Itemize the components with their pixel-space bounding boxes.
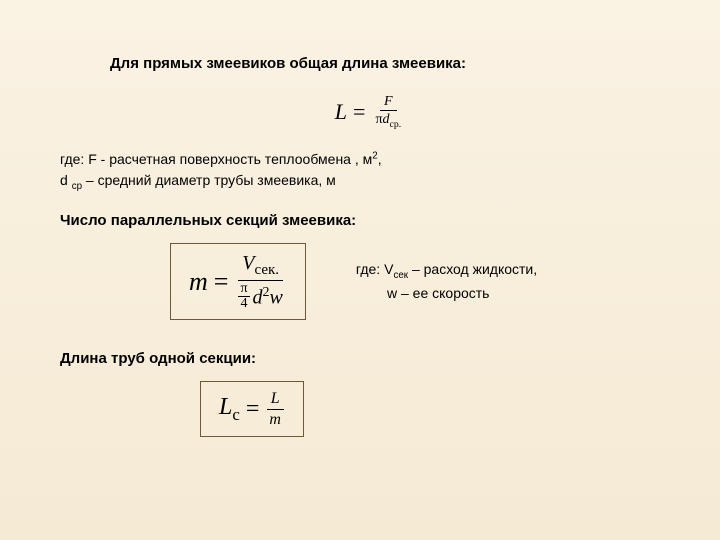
heading-total-length: Для прямых змеевиков общая длина змеевик… xyxy=(110,55,680,72)
formula2-pi: π xyxy=(238,282,249,297)
aside-2: где: Vсек – расход жидкости, w – ее скор… xyxy=(356,259,537,304)
formula1-fraction: F πdср. xyxy=(371,94,405,131)
note1-l2a: d xyxy=(60,172,72,188)
formula2-eq: = xyxy=(214,267,229,297)
formula1-d: d xyxy=(383,112,390,127)
formula2-4: 4 xyxy=(238,297,249,311)
slide-content: Для прямых змеевиков общая длина змеевик… xyxy=(0,0,720,437)
formula2-V: V xyxy=(242,252,254,274)
formula-3-row: Lс = L m xyxy=(200,381,680,437)
formula2-lhs: m xyxy=(189,267,208,297)
formula-2-row: m = Vсек. π 4 d2w где: Vсек – xyxy=(170,243,680,320)
formula1-den: πdср. xyxy=(371,111,405,131)
formula3-eq: = xyxy=(246,396,260,423)
formula3-Lsub: с xyxy=(232,404,239,423)
formula2-den: π 4 d2w xyxy=(234,281,286,311)
formula2-num: Vсек. xyxy=(238,252,283,281)
formula-total-length: L = F πdср. xyxy=(335,94,405,131)
note-1: где: F - расчетная поверхность теплообме… xyxy=(60,149,680,194)
formula3-L: L xyxy=(219,394,232,420)
formula3-den: m xyxy=(265,410,285,429)
heading-sections: Число параллельных секций змеевика: xyxy=(60,212,680,229)
formula2-w: w xyxy=(270,286,283,308)
formula-section-length: Lс = L m xyxy=(219,390,285,428)
formula2-d: d xyxy=(253,286,263,308)
formula1-num: F xyxy=(380,94,397,111)
note1-l1a: где: F - расчетная поверхность теплообме… xyxy=(60,151,372,167)
formula2-fraction: Vсек. π 4 d2w xyxy=(234,252,286,311)
formula2-sup: 2 xyxy=(263,285,270,300)
formula1-eq: = xyxy=(353,99,365,125)
aside2-l1b: – расход жидкости, xyxy=(408,261,537,277)
aside2-l2: w – ее скорость xyxy=(356,285,490,301)
formula3-fraction: L m xyxy=(265,390,285,428)
formula-3-box: Lс = L m xyxy=(200,381,304,437)
formula1-pi: π xyxy=(375,112,382,127)
formula1-lhs: L xyxy=(335,99,347,125)
formula-sections: m = Vсек. π 4 d2w xyxy=(189,252,287,311)
formula1-sub: ср. xyxy=(390,119,402,130)
note1-l1b: , xyxy=(378,151,382,167)
heading-section-length: Длина труб одной секции: xyxy=(60,350,680,367)
formula-1-row: L = F πdср. xyxy=(60,94,680,131)
formula2-pi4: π 4 xyxy=(238,282,249,311)
aside2-l1a: где: V xyxy=(356,261,394,277)
note1-l2b: – средний диаметр трубы змеевика, м xyxy=(82,172,336,188)
note1-sub: ср xyxy=(72,181,82,192)
formula2-Vsub: сек. xyxy=(255,262,280,278)
formula3-lhs: Lс xyxy=(219,394,240,425)
aside2-sub: сек xyxy=(393,270,408,281)
formula3-num: L xyxy=(267,390,284,410)
formula-2-box: m = Vсек. π 4 d2w xyxy=(170,243,306,320)
formula2-d2w: d2w xyxy=(253,285,283,309)
